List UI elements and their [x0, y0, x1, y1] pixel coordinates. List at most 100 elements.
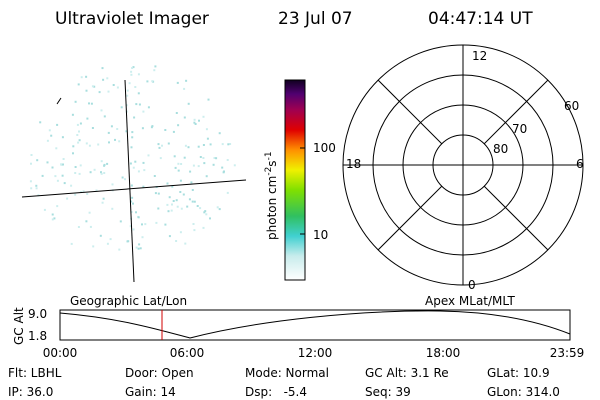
image: [29, 65, 236, 251]
pixel: [187, 146, 190, 149]
pixel: [46, 139, 49, 142]
pixel: [221, 166, 224, 169]
pixel: [116, 128, 119, 130]
pixel: [55, 147, 58, 150]
pixel: [170, 209, 173, 212]
status-field: Flt: LBHL: [8, 366, 62, 380]
pixel: [30, 154, 33, 156]
pixel: [194, 123, 197, 125]
pixel: [203, 162, 206, 165]
pixel: [138, 103, 141, 106]
pixel: [71, 113, 74, 116]
pixel: [184, 144, 187, 147]
pixel: [175, 240, 178, 242]
pixel: [85, 142, 88, 145]
pixel: [193, 229, 196, 232]
pixel: [157, 143, 160, 146]
pixel: [111, 207, 114, 210]
pixel: [62, 163, 64, 166]
pixel: [50, 134, 53, 137]
pixel: [46, 161, 49, 164]
pixel: [168, 196, 171, 199]
timeline-left-label: Geographic Lat/Lon: [70, 294, 187, 308]
pixel: [130, 70, 133, 73]
pixel: [130, 73, 133, 76]
pixel: [39, 121, 42, 124]
pixel: [205, 128, 208, 131]
pixel: [167, 210, 170, 213]
pixel: [137, 216, 140, 219]
pixel: [100, 160, 103, 163]
status-field: GC Alt: 3.1 Re: [365, 366, 449, 380]
pixel: [131, 136, 134, 139]
pixel: [139, 247, 142, 250]
pixel: [121, 176, 124, 179]
pixel: [202, 226, 205, 229]
x-tick-label: 12:00: [298, 346, 333, 360]
pixel: [209, 143, 212, 146]
pixel: [86, 117, 89, 120]
pixel: [78, 130, 80, 133]
status-field: Mode: Normal: [245, 366, 329, 380]
pixel: [100, 171, 102, 174]
x-tick-label: 00:00: [43, 346, 78, 360]
pixel: [183, 116, 186, 119]
pixel: [151, 125, 154, 128]
pixel: [60, 163, 63, 166]
pixel: [51, 218, 54, 221]
pixel: [153, 69, 156, 72]
ring-label: 60: [564, 99, 579, 113]
pixel: [85, 220, 88, 223]
pixel: [131, 67, 134, 69]
pixel: [114, 138, 116, 141]
pixel: [72, 145, 75, 148]
axis-label: GC Alt: [12, 307, 26, 345]
pixel: [177, 162, 180, 165]
pixel: [91, 127, 94, 129]
pixel: [112, 84, 115, 86]
pixel: [191, 189, 194, 191]
pixel: [126, 240, 129, 243]
pixel: [233, 164, 236, 167]
colorbar-label: photon cm-2s-1: [264, 151, 279, 240]
pixel: [76, 123, 79, 126]
pixel: [157, 207, 160, 210]
pixel: [186, 205, 189, 208]
timeline-right-label: Apex MLat/MLT: [425, 294, 515, 308]
polar-grid: [342, 44, 584, 286]
pixel: [173, 155, 176, 158]
pixel: [199, 156, 202, 158]
pixel: [74, 100, 77, 103]
pixel: [192, 164, 195, 167]
pixel: [143, 169, 146, 172]
pixel: [229, 143, 232, 145]
pixel: [108, 141, 110, 144]
pixel: [91, 85, 94, 88]
pixel: [138, 243, 141, 246]
pixel: [185, 79, 188, 82]
pixel: [100, 172, 103, 175]
pixel: [43, 208, 46, 211]
x-tick-label: 23:59: [550, 346, 585, 360]
pixel: [132, 202, 134, 205]
pixel: [164, 129, 167, 131]
pixel: [110, 125, 113, 128]
pixel: [118, 248, 121, 251]
pixel: [106, 162, 109, 165]
pixel: [197, 145, 200, 148]
pixel: [134, 160, 137, 163]
pixel: [146, 80, 149, 83]
pixel: [137, 92, 140, 95]
pixel: [164, 223, 167, 226]
pixel: [131, 131, 134, 134]
pixel: [77, 83, 80, 86]
pixel: [161, 144, 163, 147]
pixel: [223, 170, 225, 173]
polar-label: 0: [468, 278, 476, 292]
pixel: [70, 242, 73, 245]
pixel: [154, 192, 157, 195]
pixel: [187, 102, 190, 105]
pixel: [53, 217, 56, 220]
pixel: [78, 172, 81, 175]
pixel: [183, 156, 186, 159]
